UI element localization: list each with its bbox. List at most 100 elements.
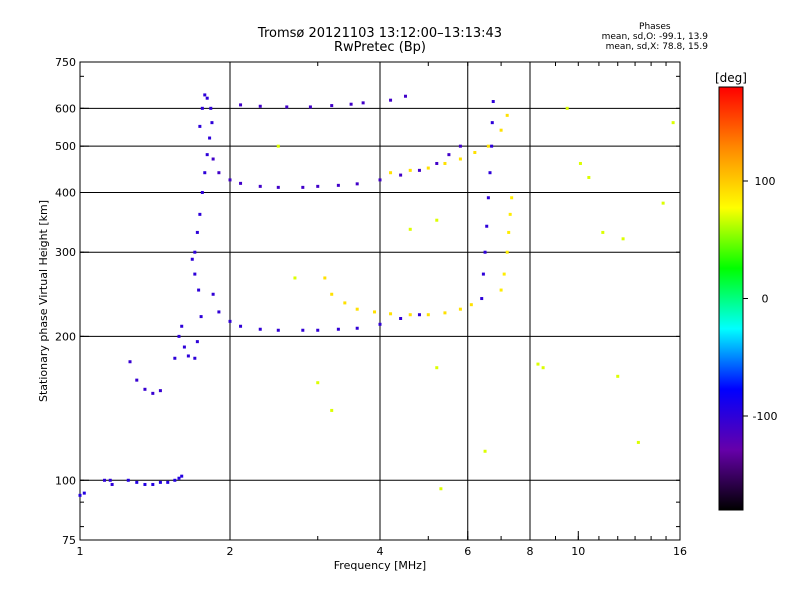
data-point bbox=[373, 310, 377, 314]
chart-title: Tromsø 20121103 13:12:00–13:13:43 bbox=[257, 26, 503, 41]
data-point bbox=[316, 184, 320, 188]
data-point bbox=[483, 449, 487, 453]
data-point bbox=[173, 478, 177, 482]
data-point bbox=[186, 354, 190, 358]
data-point bbox=[330, 104, 334, 108]
data-point bbox=[128, 360, 132, 364]
data-point bbox=[180, 474, 184, 478]
data-point bbox=[481, 272, 485, 276]
phases-legend: Phases mean, sd,O: -99.1, 13.9 mean, sd,… bbox=[602, 22, 708, 52]
data-point bbox=[177, 476, 181, 480]
data-point bbox=[336, 183, 340, 187]
data-point bbox=[490, 144, 494, 148]
data-point bbox=[565, 106, 569, 110]
data-point bbox=[458, 144, 462, 148]
data-point bbox=[536, 362, 540, 366]
y-tick-label: 600 bbox=[55, 102, 76, 115]
data-point bbox=[480, 297, 484, 301]
data-point bbox=[389, 98, 393, 102]
data-point bbox=[417, 168, 421, 172]
data-point bbox=[166, 480, 170, 484]
data-point bbox=[361, 101, 365, 105]
y-tick-label: 500 bbox=[55, 140, 76, 153]
data-point bbox=[258, 184, 262, 188]
data-point bbox=[158, 480, 162, 484]
phases-title: Phases bbox=[639, 22, 671, 32]
data-point bbox=[182, 345, 186, 349]
data-point bbox=[285, 105, 289, 109]
data-point bbox=[389, 312, 393, 316]
data-point bbox=[507, 230, 511, 234]
data-point bbox=[408, 168, 412, 172]
data-point bbox=[82, 491, 86, 495]
data-point bbox=[330, 292, 334, 296]
y-tick-label: 300 bbox=[55, 246, 76, 259]
data-point bbox=[483, 250, 487, 254]
data-point bbox=[443, 161, 447, 165]
data-point bbox=[276, 185, 280, 189]
data-point bbox=[508, 212, 512, 216]
data-point bbox=[209, 106, 213, 110]
data-point bbox=[403, 94, 407, 98]
chart-subtitle: RwPretec (Bp) bbox=[333, 40, 427, 55]
data-point bbox=[485, 224, 489, 228]
data-point bbox=[499, 288, 503, 292]
data-point bbox=[435, 161, 439, 165]
y-tick-label: 750 bbox=[55, 56, 76, 69]
data-point bbox=[211, 292, 215, 296]
data-point bbox=[258, 104, 262, 108]
data-point bbox=[389, 171, 393, 175]
data-point bbox=[505, 113, 509, 117]
data-point bbox=[198, 212, 202, 216]
data-point bbox=[208, 136, 212, 140]
data-point bbox=[239, 324, 243, 328]
data-point bbox=[180, 324, 184, 328]
data-point bbox=[330, 408, 334, 412]
data-point bbox=[378, 322, 382, 326]
data-point bbox=[108, 478, 112, 482]
data-point bbox=[443, 311, 447, 315]
data-point bbox=[239, 181, 243, 185]
data-point bbox=[126, 478, 130, 482]
data-point bbox=[399, 173, 403, 177]
y-tick-label: 200 bbox=[55, 330, 76, 343]
data-point bbox=[469, 303, 473, 307]
data-point bbox=[217, 310, 221, 314]
data-point bbox=[355, 307, 359, 311]
data-point bbox=[616, 374, 620, 378]
data-point bbox=[151, 482, 155, 486]
data-point bbox=[217, 171, 221, 175]
x-tick-label: 1 bbox=[77, 545, 84, 558]
data-point bbox=[200, 106, 204, 110]
data-point bbox=[177, 334, 181, 338]
data-point bbox=[205, 96, 209, 100]
data-point bbox=[158, 389, 162, 393]
data-point bbox=[197, 288, 201, 292]
data-point bbox=[135, 378, 139, 382]
data-point bbox=[78, 493, 82, 497]
data-point bbox=[205, 153, 209, 157]
data-point bbox=[336, 327, 340, 331]
data-point bbox=[439, 487, 443, 491]
data-point bbox=[417, 313, 421, 317]
data-point bbox=[258, 327, 262, 331]
data-point bbox=[426, 313, 430, 317]
x-tick-label: 8 bbox=[527, 545, 534, 558]
data-point bbox=[661, 201, 665, 205]
data-point bbox=[486, 196, 490, 200]
data-point bbox=[349, 102, 353, 106]
data-point bbox=[195, 230, 199, 234]
colorbar: [deg] 100 0 -100 bbox=[715, 71, 777, 511]
data-point bbox=[316, 381, 320, 385]
data-point bbox=[190, 257, 194, 261]
data-point bbox=[408, 313, 412, 317]
data-point bbox=[601, 230, 605, 234]
data-point bbox=[636, 440, 640, 444]
x-tick-label: 2 bbox=[227, 545, 234, 558]
phases-o-stats: mean, sd,O: -99.1, 13.9 bbox=[601, 32, 708, 42]
data-point bbox=[151, 391, 155, 395]
y-tick-label: 75 bbox=[62, 534, 76, 547]
phases-x-stats: mean, sd,X: 78.8, 15.9 bbox=[605, 42, 708, 52]
data-point bbox=[103, 478, 107, 482]
